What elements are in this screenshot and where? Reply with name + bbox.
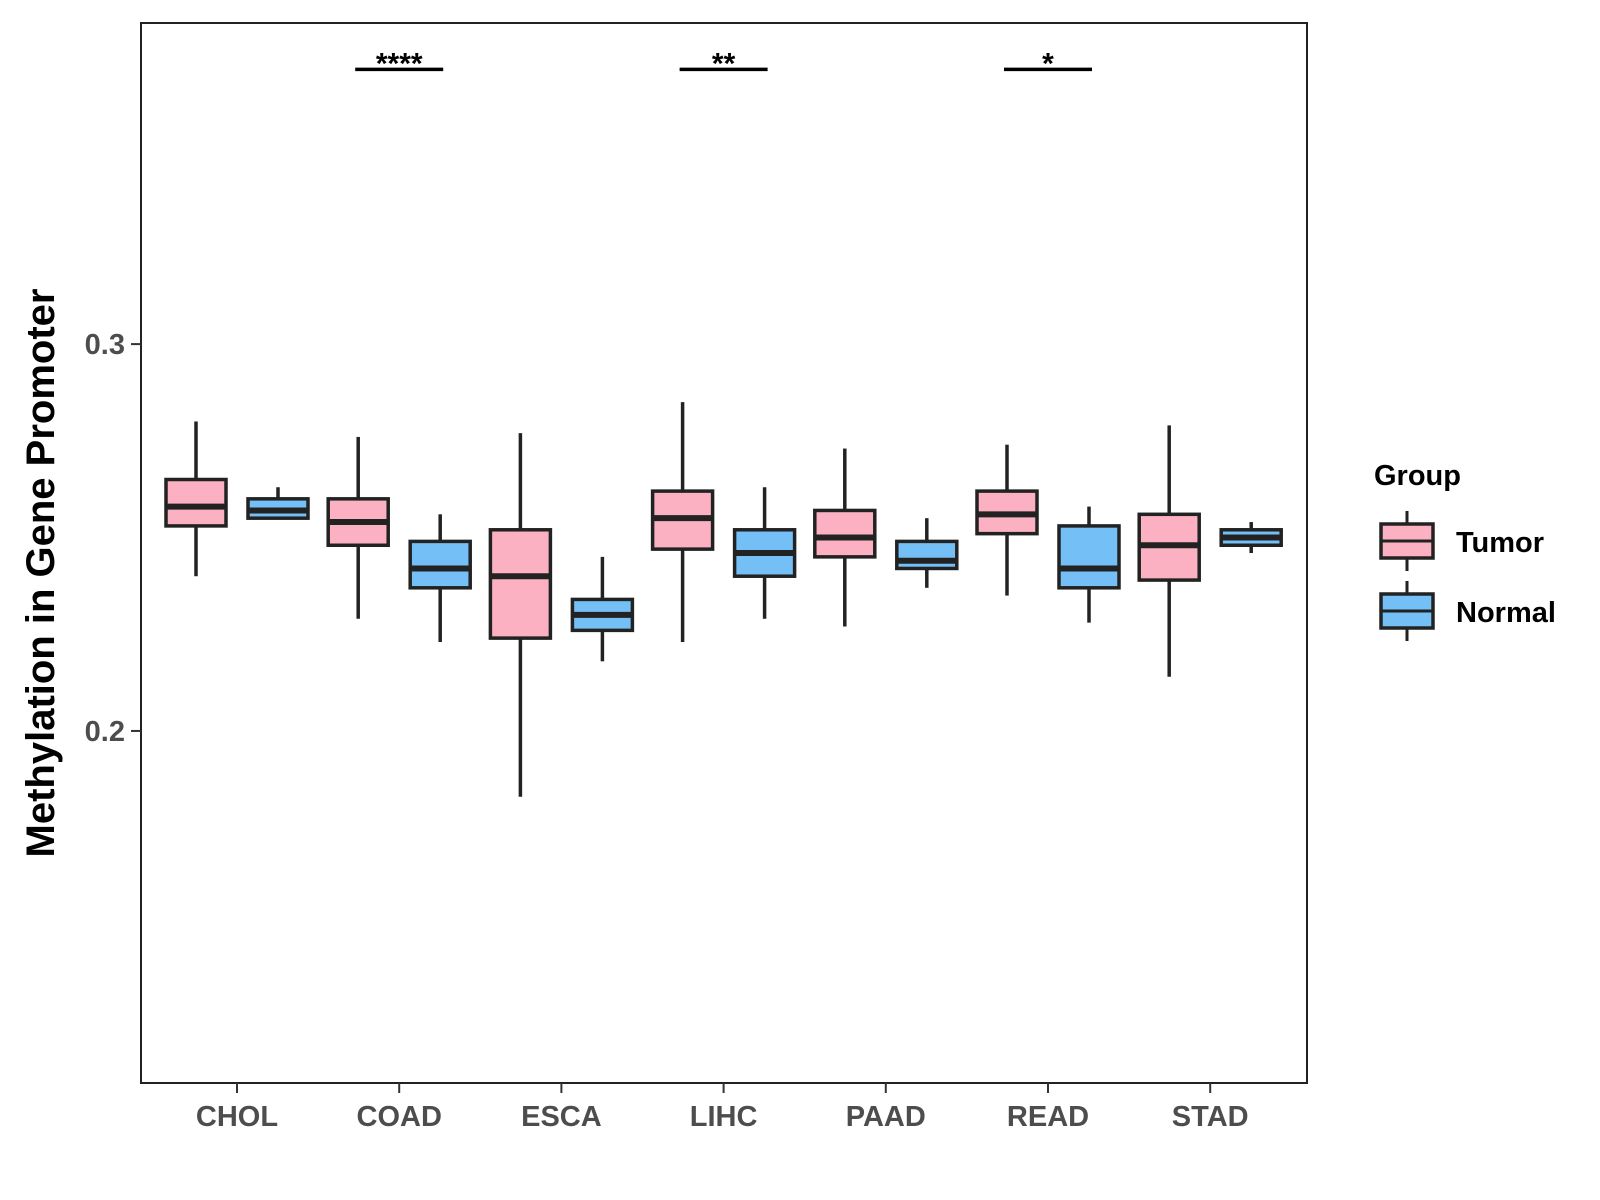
box-body (1057, 524, 1121, 590)
box-tumor-stad (1137, 425, 1201, 677)
box-normal-lihc (732, 487, 797, 619)
box-normal-esca (570, 556, 635, 662)
box-tumor-chol (164, 421, 228, 577)
significance-read: * (1004, 47, 1092, 80)
significance-label: ** (712, 47, 736, 80)
significance-coad: **** (355, 47, 444, 80)
box-tumor-esca (488, 433, 553, 797)
box-tumor-coad (326, 436, 390, 619)
significance-lihc: ** (679, 47, 768, 80)
y-tick-label: 0.2 (85, 716, 125, 748)
box-tumor-read (975, 444, 1039, 596)
box-normal-paad (895, 518, 959, 588)
significance-label: * (1042, 47, 1054, 80)
x-tick-label: CHOL (196, 1101, 278, 1133)
y-tick-label: 0.3 (85, 329, 125, 361)
box-tumor-lihc (650, 402, 715, 642)
axes-layer: 0.2 0.3 CHOL COAD ESCA LIHC PAAD READ STAD Methyl… (19, 22, 1308, 1133)
legend-item-normal: Normal (1379, 581, 1556, 641)
box-tumor-paad (813, 448, 877, 627)
box-body (164, 477, 228, 528)
box-normal-stad (1219, 522, 1283, 553)
x-tick-label: COAD (357, 1101, 442, 1133)
x-tick-label: READ (1007, 1101, 1089, 1133)
box-normal-coad (408, 514, 472, 642)
y-axis-title: Methylation in Gene Promoter (19, 289, 63, 858)
box-normal-chol (246, 487, 310, 520)
box-body (408, 539, 472, 590)
x-tick-label: ESCA (521, 1101, 602, 1133)
significance-layer: **** ** * (355, 47, 1092, 80)
boxes-layer (164, 402, 1283, 797)
x-tick-label: LIHC (690, 1101, 758, 1133)
box-body (895, 539, 959, 571)
box-body (813, 508, 877, 559)
box-normal-read (1057, 506, 1121, 623)
plot-panel-border (140, 22, 1308, 1084)
significance-label: **** (376, 47, 423, 80)
legend-label: Tumor (1456, 527, 1544, 559)
x-tick-label: STAD (1172, 1101, 1249, 1133)
legend-item-tumor: Tumor (1379, 511, 1544, 571)
legend-title: Group (1374, 460, 1461, 492)
x-tick-label: PAAD (846, 1101, 926, 1133)
legend-label: Normal (1456, 597, 1556, 629)
legend: Group Tumor Normal (1374, 460, 1556, 641)
box-body (488, 528, 553, 640)
